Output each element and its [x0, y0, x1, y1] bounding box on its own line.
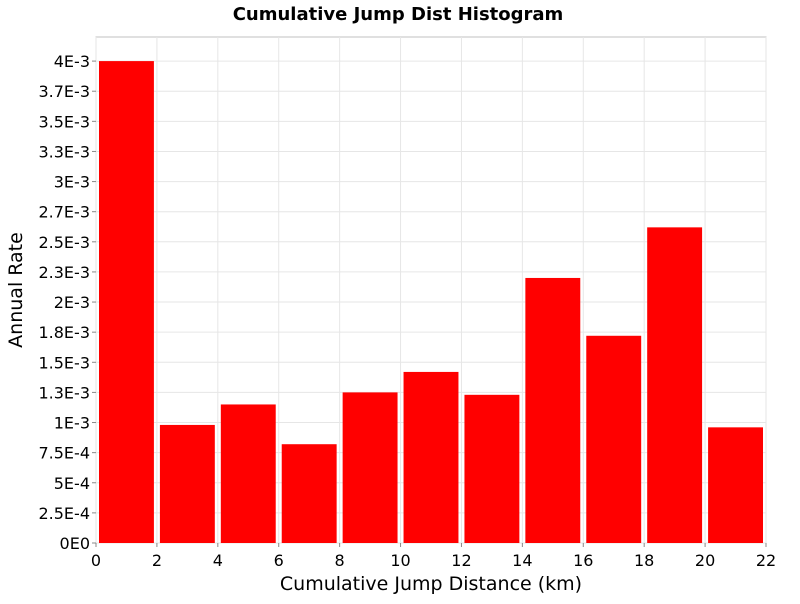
x-axis-label: Cumulative Jump Distance (km) [280, 573, 582, 595]
y-tick-label: 2E-3 [54, 293, 90, 312]
y-tick-label: 4E-3 [54, 52, 90, 71]
y-tick-label: 3.3E-3 [38, 142, 90, 161]
y-tick-label: 2.5E-4 [38, 504, 90, 523]
y-tick-label: 1.8E-3 [38, 323, 90, 342]
x-tick-label: 22 [756, 551, 776, 570]
histogram-bar [159, 424, 215, 543]
y-tick-label: 5E-4 [54, 474, 90, 493]
y-tick-label: 0E0 [60, 534, 90, 553]
x-tick-label: 4 [213, 551, 223, 570]
x-tick-label: 2 [152, 551, 162, 570]
bars [99, 61, 763, 543]
y-tick-label: 3E-3 [54, 173, 90, 192]
y-tick-label: 2.3E-3 [38, 263, 90, 282]
histogram-bar [220, 404, 276, 543]
y-tick-label: 1.3E-3 [38, 383, 90, 402]
x-tick-label: 6 [274, 551, 284, 570]
x-tick-label: 10 [390, 551, 410, 570]
y-axis-label: Annual Rate [5, 232, 27, 348]
x-axis-ticks: 0 2 4 6 8 10 12 14 16 18 20 22 [91, 543, 776, 570]
histogram-bar [281, 444, 337, 543]
chart-title: Cumulative Jump Dist Histogram [233, 4, 564, 25]
x-tick-label: 16 [573, 551, 593, 570]
x-tick-label: 12 [451, 551, 471, 570]
histogram-bar [99, 61, 154, 543]
y-tick-label: 7.5E-4 [38, 444, 90, 463]
x-tick-label: 20 [695, 551, 715, 570]
y-axis-ticks: 0E0 2.5E-4 5E-4 7.5E-4 1E-3 1.3E-3 1.5E-3 1.8E-… [38, 52, 96, 553]
x-tick-label: 14 [512, 551, 532, 570]
y-tick-label: 3.5E-3 [38, 112, 90, 131]
x-tick-label: 18 [634, 551, 654, 570]
histogram-bar [525, 277, 581, 543]
x-tick-label: 0 [91, 551, 101, 570]
histogram-bar [464, 394, 520, 543]
histogram-bar [586, 335, 642, 543]
y-tick-label: 2.5E-3 [38, 233, 90, 252]
histogram-bar [403, 371, 459, 543]
histogram-bar [647, 227, 703, 543]
y-tick-label: 1E-3 [54, 414, 90, 433]
y-tick-label: 3.7E-3 [38, 82, 90, 101]
histogram-bar [708, 427, 763, 543]
y-tick-label: 2.7E-3 [38, 203, 90, 222]
x-tick-label: 8 [335, 551, 345, 570]
histogram-bar [342, 392, 398, 543]
y-tick-label: 1.5E-3 [38, 353, 90, 372]
